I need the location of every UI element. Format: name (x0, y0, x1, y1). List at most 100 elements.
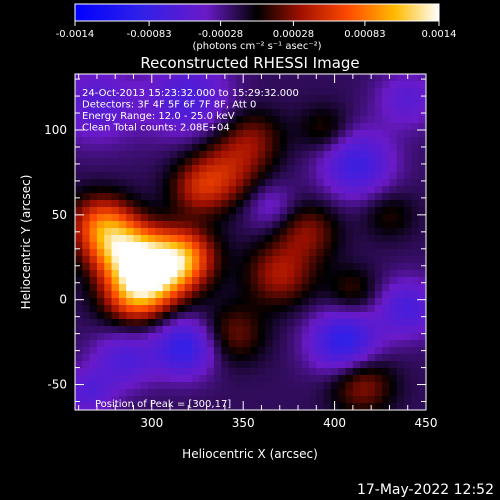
heatmap-cell (323, 333, 332, 341)
heatmap-cell (272, 298, 281, 306)
heatmap-cell (250, 368, 259, 376)
heatmap-cell (206, 375, 215, 383)
heatmap-cell (338, 340, 347, 348)
heatmap-cell (206, 298, 215, 306)
heatmap-cell (367, 396, 376, 404)
heatmap-cell (352, 242, 361, 250)
heatmap-cell (126, 263, 135, 271)
heatmap-cell (89, 116, 98, 124)
heatmap-cell (323, 305, 332, 313)
heatmap-cell (192, 389, 200, 397)
heatmap-cell (221, 137, 230, 145)
heatmap-cell (352, 172, 361, 180)
heatmap-cell (82, 396, 91, 404)
heatmap-cell (404, 95, 412, 103)
heatmap-cell (265, 74, 274, 82)
heatmap-cell (411, 291, 420, 299)
heatmap-cell (184, 249, 193, 257)
heatmap-cell (89, 361, 98, 369)
heatmap-cell (111, 88, 120, 96)
heatmap-cell (221, 354, 230, 362)
heatmap-cell (111, 186, 120, 194)
heatmap-cell (118, 249, 127, 257)
heatmap-cell (235, 242, 244, 250)
heatmap-cell (82, 102, 91, 110)
heatmap-cell (352, 200, 361, 208)
heatmap-cell (96, 123, 105, 131)
heatmap-cell (338, 88, 347, 96)
heatmap-cell (75, 95, 83, 103)
heatmap-cell (199, 172, 208, 180)
heatmap-cell (396, 396, 405, 404)
heatmap-cell (177, 291, 186, 299)
heatmap-cell (213, 95, 222, 103)
heatmap-cell (133, 396, 142, 404)
heatmap-cell (418, 368, 426, 376)
heatmap-cell (257, 137, 266, 145)
heatmap-cell (360, 333, 369, 341)
heatmap-cell (418, 81, 426, 89)
heatmap-cell (126, 340, 135, 348)
heatmap-cell (75, 298, 83, 306)
heatmap-cell (309, 123, 317, 131)
heatmap-cell (170, 179, 178, 187)
heatmap-cell (206, 270, 215, 278)
heatmap-cell (257, 312, 266, 320)
heatmap-cell (418, 123, 426, 131)
heatmap-cell (118, 88, 127, 96)
heatmap-cell (111, 312, 120, 320)
heatmap-cell (338, 403, 347, 410)
heatmap-cell (192, 158, 200, 166)
heatmap-cell (367, 207, 376, 215)
heatmap-cell (82, 368, 91, 376)
heatmap-cell (404, 109, 412, 117)
heatmap-cell (301, 256, 310, 264)
heatmap-cell (396, 81, 405, 89)
heatmap-cell (345, 389, 354, 397)
heatmap-cell (75, 235, 83, 243)
heatmap-cell (272, 214, 281, 222)
heatmap-cell (96, 165, 105, 173)
heatmap-cell (228, 235, 237, 243)
heatmap-cell (374, 235, 383, 243)
heatmap-cell (170, 270, 178, 278)
heatmap-cell (367, 382, 376, 390)
heatmap-cell (316, 326, 325, 334)
heatmap-cell (111, 221, 120, 229)
heatmap-cell (411, 284, 420, 292)
heatmap-cell (316, 137, 325, 145)
heatmap-cell (221, 382, 230, 390)
heatmap-cell (82, 235, 91, 243)
heatmap-cell (184, 277, 193, 285)
heatmap-cell (418, 291, 426, 299)
heatmap-cell (235, 109, 244, 117)
heatmap-cell (104, 249, 113, 257)
heatmap-cell (221, 81, 230, 89)
heatmap-cell (213, 137, 222, 145)
heatmap-cell (199, 165, 208, 173)
heatmap-cell (382, 291, 391, 299)
heatmap-cell (338, 333, 347, 341)
heatmap-cell (257, 214, 266, 222)
heatmap-cell (192, 179, 200, 187)
heatmap-cell (184, 361, 193, 369)
heatmap-cell (265, 298, 274, 306)
heatmap-cell (111, 347, 120, 355)
heatmap-cell (316, 375, 325, 383)
heatmap-cell (133, 263, 142, 271)
heatmap-cell (228, 256, 237, 264)
heatmap-cell (133, 151, 142, 159)
heatmap-cell (287, 144, 295, 152)
heatmap-cell (170, 375, 178, 383)
heatmap-cell (184, 312, 193, 320)
heatmap-cell (133, 116, 142, 124)
heatmap-cell (345, 221, 354, 229)
heatmap-cell (162, 235, 171, 243)
heatmap-cell (243, 179, 252, 187)
heatmap-cell (155, 277, 164, 285)
heatmap-cell (192, 235, 200, 243)
heatmap-cell (418, 200, 426, 208)
heatmap-cell (323, 165, 332, 173)
heatmap-cell (404, 172, 412, 180)
heatmap-cell (418, 270, 426, 278)
